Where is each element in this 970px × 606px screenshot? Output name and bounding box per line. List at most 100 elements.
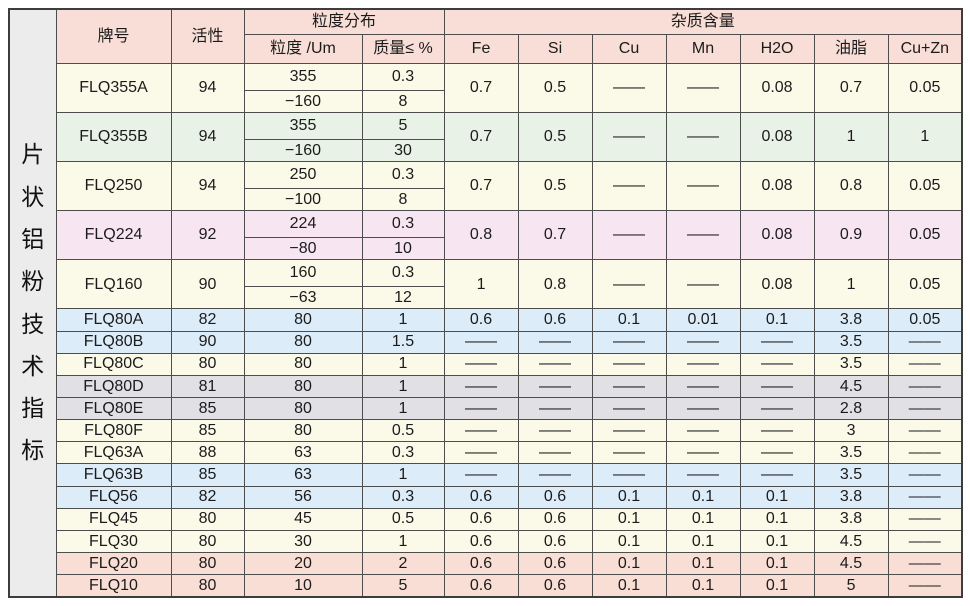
activity-cell: 94 — [170, 62, 245, 113]
impurity-cell-si: —— — [517, 374, 593, 398]
impurity-cell-fe: —— — [443, 352, 519, 376]
impurity-cell-si: —— — [517, 330, 593, 354]
impurity-cell-油脂: 3.5 — [813, 352, 889, 376]
size-cell: 10 — [243, 574, 363, 598]
activity-cell: 80 — [170, 551, 245, 576]
impurity-cell-h2o: 0.08 — [739, 210, 815, 261]
impurity-cell-si: —— — [517, 396, 593, 421]
impurity-cell-cu: 0.1 — [591, 529, 667, 553]
activity-cell: 92 — [170, 210, 245, 261]
brand-cell: FLQ250 — [55, 161, 172, 212]
impurity-cell-mn: —— — [665, 352, 741, 376]
impurity-cell-mn: —— — [665, 62, 741, 113]
impurity-cell-cu: —— — [591, 441, 667, 465]
mass-cell: 0.3 — [361, 259, 445, 288]
impurity-cell-cu: 0.1 — [591, 551, 667, 576]
impurity-cell-fe: 0.6 — [443, 551, 519, 576]
impurity-cell-fe: 0.6 — [443, 507, 519, 531]
table-row-flq80f: FLQ80F 85 80 0.5 —— —— —— —— —— 3 —— — [9, 419, 963, 443]
impurity-cell-fe: —— — [443, 463, 519, 487]
impurity-cell-mn: —— — [665, 259, 741, 310]
impurity-cell-cu: —— — [591, 352, 667, 376]
brand-cell: FLQ80D — [55, 374, 172, 398]
impurity-cell-mn: 0.01 — [665, 308, 741, 332]
impurity-cell-h2o: —— — [739, 396, 815, 421]
size-cell: −80 — [243, 237, 363, 261]
impurity-cell-si: 0.5 — [517, 62, 593, 113]
mass-cell: 5 — [361, 111, 445, 140]
impurity-cell-油脂: 0.9 — [813, 210, 889, 261]
col-header-mn: Mn — [665, 33, 741, 64]
impurity-cell-h2o: —— — [739, 441, 815, 465]
mass-cell: 8 — [361, 188, 445, 212]
impurity-cell-fe: 0.6 — [443, 574, 519, 598]
impurity-cell-油脂: 3.8 — [813, 507, 889, 531]
table-row-flq20: FLQ20 80 20 2 0.6 0.6 0.1 0.1 0.1 4.5 —— — [9, 551, 963, 576]
activity-cell: 90 — [170, 330, 245, 354]
col-header-cu-zn: Cu+Zn — [887, 33, 963, 64]
impurity-cell-cu-zn: —— — [887, 352, 963, 376]
impurity-cell-cu: 0.1 — [591, 507, 667, 531]
activity-cell: 82 — [170, 485, 245, 509]
brand-cell: FLQ45 — [55, 507, 172, 531]
table-row-flq355b-sub2: −160 30 — [9, 138, 962, 163]
impurity-cell-cu-zn: —— — [887, 463, 963, 487]
impurity-cell-h2o: 0.08 — [739, 161, 815, 212]
mass-cell: 1.5 — [361, 330, 445, 354]
brand-cell: FLQ80B — [55, 330, 172, 354]
impurity-cell-油脂: 0.7 — [813, 62, 889, 113]
impurity-cell-cu-zn: 1 — [887, 111, 963, 163]
brand-cell: FLQ63B — [55, 463, 172, 487]
impurity-cell-油脂: 3.5 — [813, 330, 889, 354]
impurity-cell-fe: 0.7 — [443, 111, 519, 163]
impurity-cell-油脂: 3.5 — [813, 441, 889, 465]
impurity-cell-si: 0.8 — [517, 259, 593, 310]
mass-cell: 0.5 — [361, 507, 445, 531]
table-row-flq80c: FLQ80C 80 80 1 —— —— —— —— —— 3.5 —— — [9, 352, 963, 376]
impurity-cell-fe: 0.6 — [443, 485, 519, 509]
impurity-cell-mn: —— — [665, 396, 741, 421]
brand-cell: FLQ160 — [55, 259, 172, 310]
impurity-cell-fe: —— — [443, 330, 519, 354]
impurity-cell-fe: 0.7 — [443, 62, 519, 113]
table-row-flq355b-sub1: FLQ355B 94 355 5 0.7 0.5 —— —— 0.08 1 1 — [9, 111, 963, 163]
impurity-cell-h2o: 0.1 — [739, 551, 815, 576]
impurity-cell-cu: —— — [591, 374, 667, 398]
table-row-flq80b: FLQ80B 90 80 1.5 —— —— —— —— —— 3.5 —— — [9, 330, 963, 354]
spec-table: 片状铝粉技术指标 牌号 活性 粒度分布 杂质含量 粒度 /Um 质量≤ % Fe… — [8, 8, 964, 598]
mass-cell: 10 — [361, 237, 445, 261]
mass-cell: 0.3 — [361, 161, 445, 190]
page-title-char: 指 — [21, 395, 45, 422]
size-cell: −160 — [243, 89, 363, 113]
impurity-cell-h2o: 0.1 — [739, 529, 815, 553]
impurity-cell-fe: 0.6 — [443, 308, 519, 332]
page-title-char: 状 — [21, 183, 45, 210]
activity-cell: 94 — [170, 161, 245, 212]
impurity-cell-h2o: —— — [739, 374, 815, 398]
impurity-cell-si: 0.6 — [517, 485, 593, 509]
impurity-cell-油脂: 3 — [813, 419, 889, 443]
impurity-cell-h2o: 0.1 — [739, 485, 815, 509]
impurity-cell-cu-zn: 0.05 — [887, 259, 963, 310]
impurity-cell-h2o: —— — [739, 419, 815, 443]
impurity-cell-cu: —— — [591, 161, 667, 212]
page-title-char: 粉 — [21, 268, 45, 295]
impurity-cell-mn: —— — [665, 111, 741, 163]
size-cell: 355 — [243, 111, 363, 140]
size-cell: 224 — [243, 210, 363, 239]
activity-cell: 94 — [170, 111, 245, 163]
impurity-cell-si: —— — [517, 419, 593, 443]
mass-cell: 1 — [361, 352, 445, 376]
impurity-cell-cu: 0.1 — [591, 485, 667, 509]
page-title: 片状铝粉技术指标 — [12, 12, 54, 594]
activity-cell: 90 — [170, 259, 245, 310]
size-cell: −100 — [243, 188, 363, 212]
impurity-cell-mn: 0.1 — [665, 574, 741, 598]
brand-cell: FLQ355B — [55, 111, 172, 163]
mass-cell: 0.3 — [361, 62, 445, 91]
impurity-cell-mn: —— — [665, 441, 741, 465]
size-cell: 80 — [243, 396, 363, 421]
impurity-cell-si: 0.6 — [517, 551, 593, 576]
table-row-flq80e: FLQ80E 85 80 1 —— —— —— —— —— 2.8 —— — [9, 396, 963, 421]
impurity-cell-si: 0.6 — [517, 507, 593, 531]
